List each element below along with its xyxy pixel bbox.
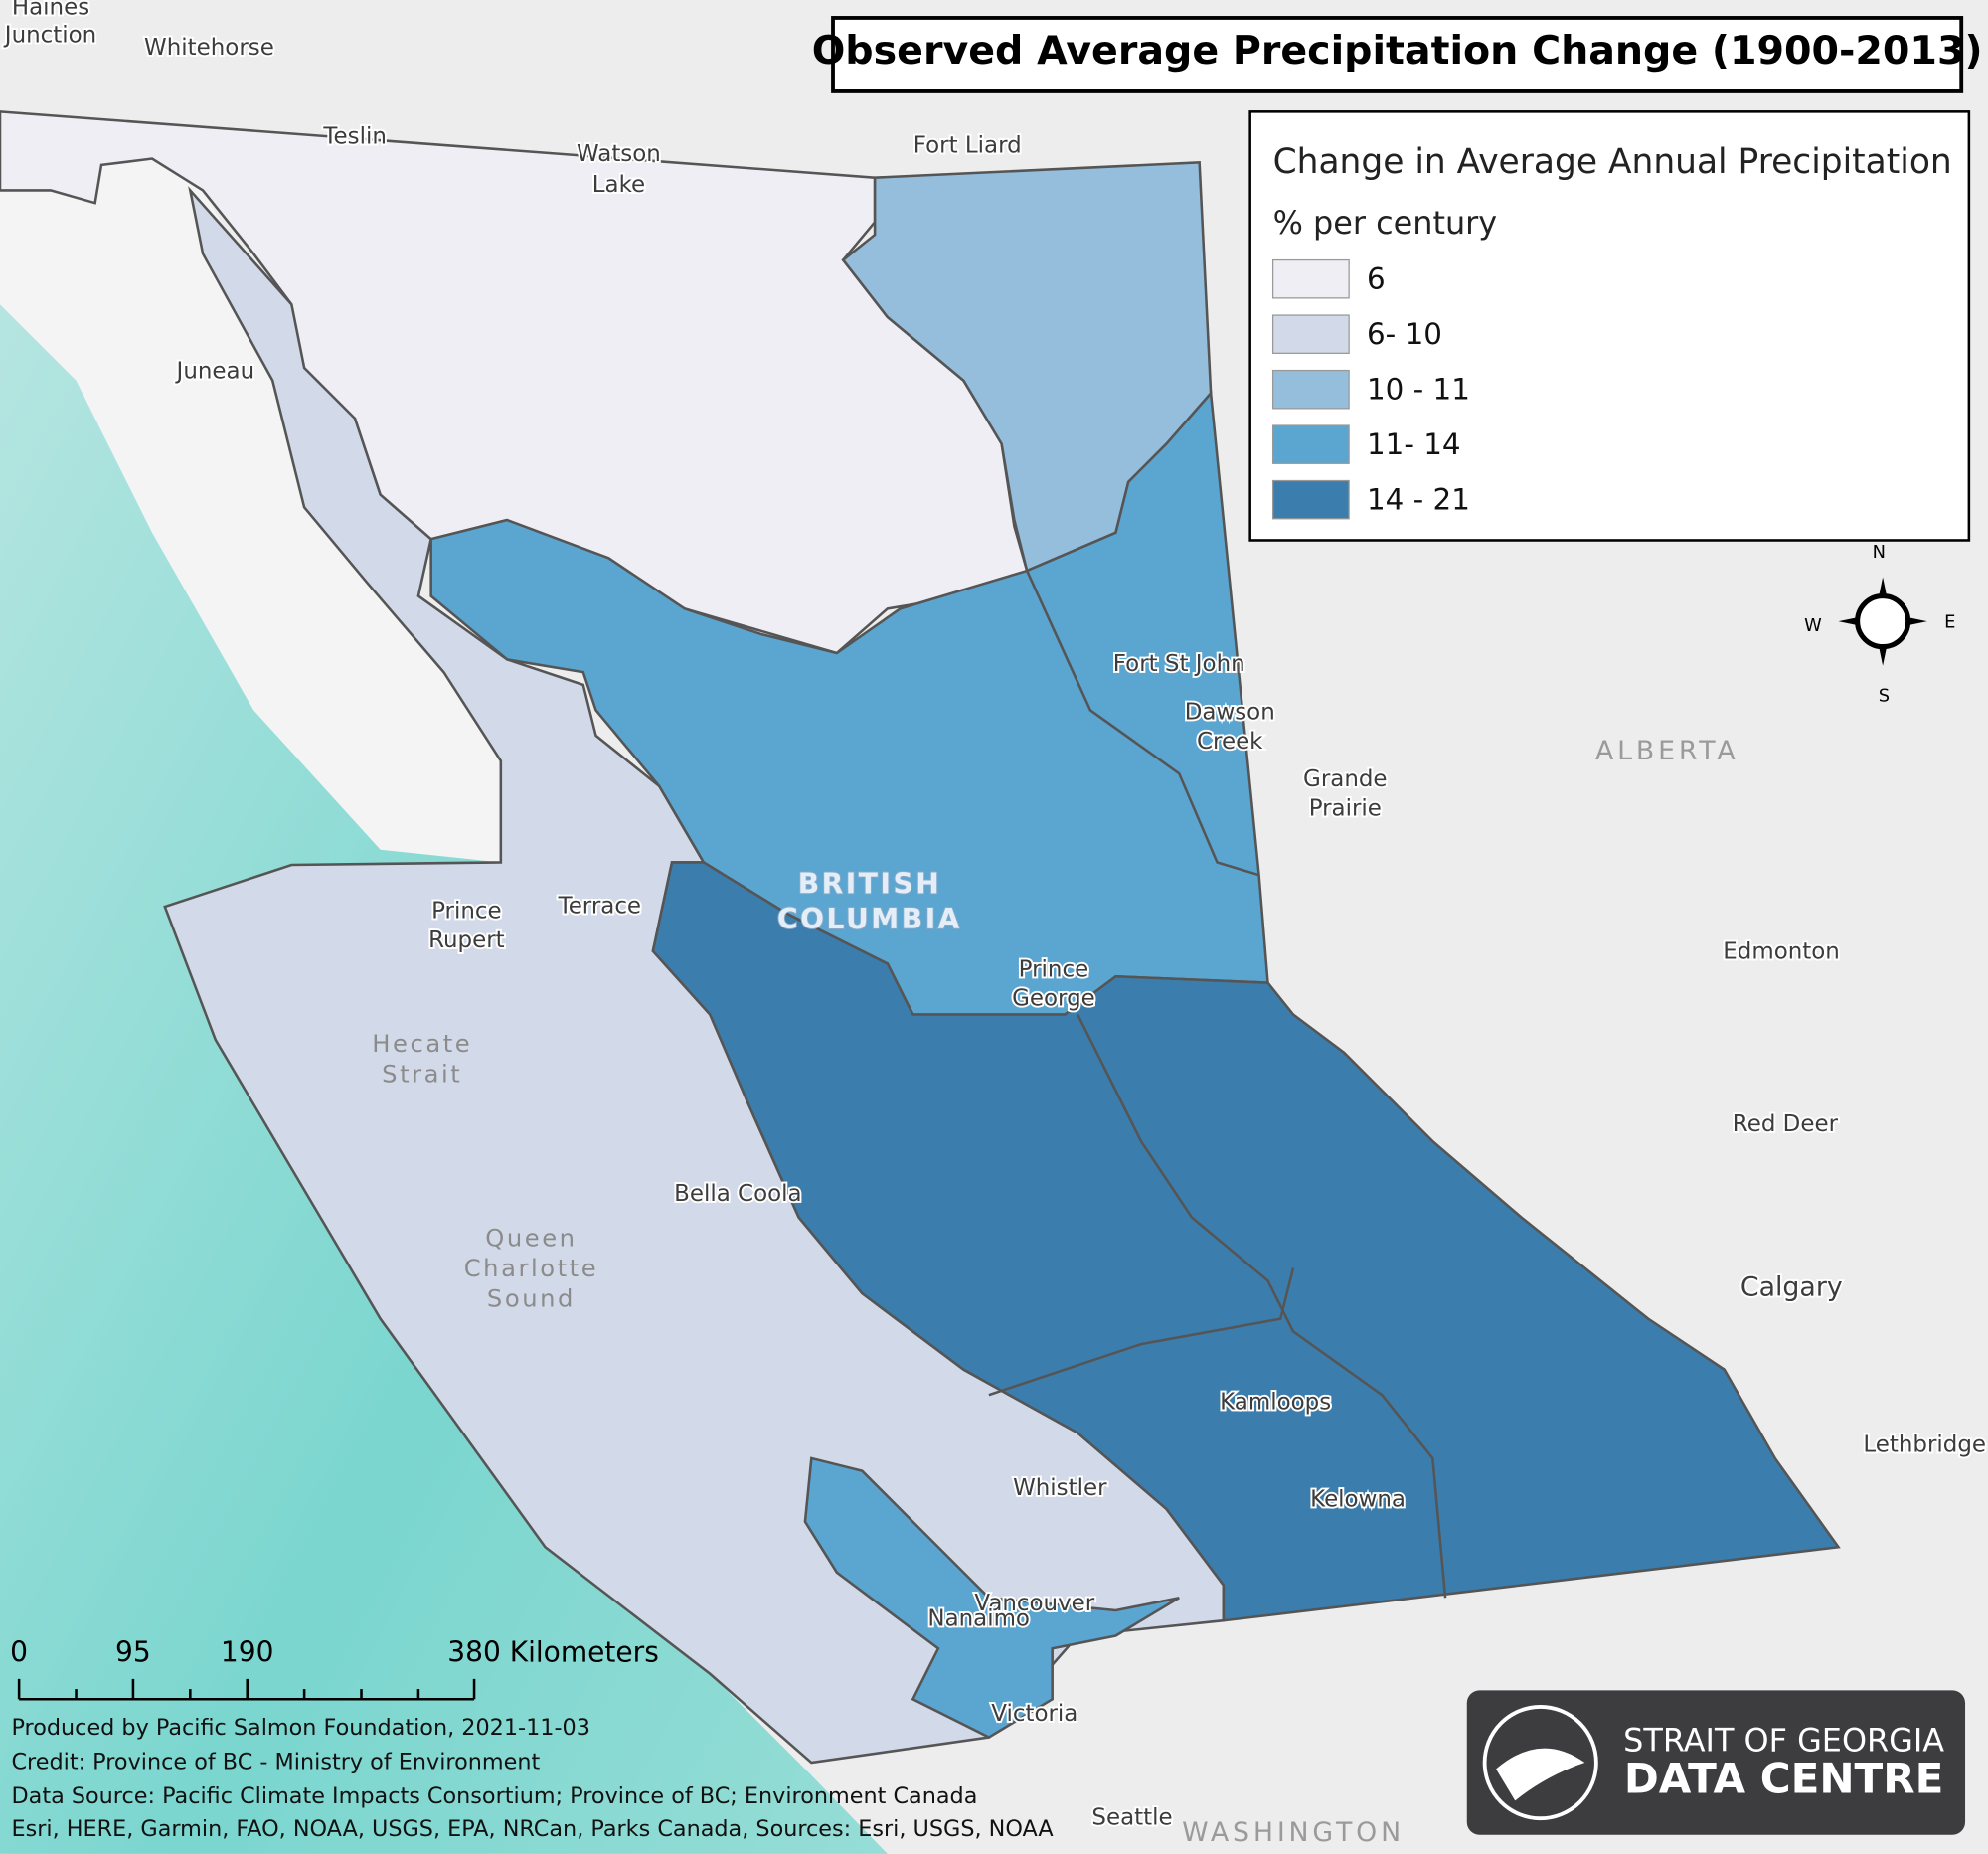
region bbox=[803, 1456, 1180, 1740]
place-label: Victoria bbox=[991, 1701, 1077, 1727]
place-label: Whitehorse bbox=[144, 35, 274, 61]
place-label: Junction bbox=[3, 22, 96, 48]
place-label: Dawson bbox=[1185, 699, 1275, 725]
legend-subtitle: % per century bbox=[1273, 204, 1498, 242]
compass-n: N bbox=[1873, 542, 1886, 563]
place-label: Calgary bbox=[1740, 1272, 1843, 1303]
place-label: Grande bbox=[1303, 766, 1387, 792]
scale-label: 190 bbox=[221, 1635, 274, 1668]
logo-icon bbox=[1482, 1705, 1598, 1821]
place-label: Whistler bbox=[1013, 1475, 1107, 1501]
credit-line: Produced by Pacific Salmon Foundation, 2… bbox=[11, 1715, 589, 1741]
legend-swatch bbox=[1271, 314, 1350, 354]
place-label: Queen bbox=[485, 1224, 577, 1252]
region bbox=[651, 861, 1841, 1622]
place-label: COLUMBIA bbox=[777, 903, 962, 935]
credits: Produced by Pacific Salmon Foundation, 2… bbox=[11, 1715, 1054, 1842]
place-label: Fort Liard bbox=[913, 132, 1022, 158]
place-label: ALBERTA bbox=[1595, 736, 1740, 766]
place-label: Teslin bbox=[322, 123, 386, 149]
basin-boundary bbox=[1077, 1013, 1447, 1599]
scale-label: 380 Kilometers bbox=[447, 1635, 659, 1668]
place-label: Juneau bbox=[175, 358, 255, 384]
alaska-coast bbox=[0, 158, 501, 863]
title: Observed Average Precipitation Change (1… bbox=[812, 28, 1983, 74]
place-label: Bella Coola bbox=[674, 1181, 801, 1207]
place-label: WASHINGTON bbox=[1182, 1817, 1405, 1848]
legend-label: 10 - 11 bbox=[1367, 372, 1470, 406]
legend-swatch bbox=[1271, 479, 1350, 520]
place-label: Rupert bbox=[428, 927, 505, 953]
title-box bbox=[831, 16, 1964, 93]
compass-e: E bbox=[1944, 611, 1955, 632]
legend: 6 6- 10 10 - 11 11- 14 14 - 21 bbox=[1271, 258, 1470, 520]
place-label: Lethbridge bbox=[1863, 1433, 1986, 1458]
place-label: BRITISH bbox=[798, 867, 942, 900]
scale-label: 95 bbox=[115, 1635, 151, 1668]
place-label: Terrace bbox=[558, 894, 641, 920]
place-label: George bbox=[1012, 986, 1095, 1012]
compass-w: W bbox=[1804, 615, 1822, 636]
compass: N S E W bbox=[1804, 542, 1955, 706]
legend-label: 6- 10 bbox=[1367, 317, 1442, 351]
place-label: Hecate bbox=[372, 1030, 472, 1058]
place-label: Vancouver bbox=[974, 1591, 1094, 1616]
legend-label: 14 - 21 bbox=[1367, 482, 1470, 516]
place-label: Strait bbox=[382, 1061, 462, 1089]
credit-line: Data Source: Pacific Climate Impacts Con… bbox=[11, 1783, 977, 1809]
place-label: Prairie bbox=[1309, 795, 1382, 821]
logo-box bbox=[1466, 1690, 1966, 1835]
logo-fish bbox=[1496, 1748, 1585, 1801]
place-label: Kamloops bbox=[1220, 1389, 1331, 1415]
place-label: Prince bbox=[431, 899, 502, 925]
place-label: Lake bbox=[592, 172, 645, 198]
place-label: Charlotte bbox=[464, 1255, 598, 1282]
place-label: Nanaimo bbox=[927, 1605, 1030, 1631]
legend-swatch bbox=[1271, 369, 1350, 410]
place-label: Seattle bbox=[1091, 1805, 1172, 1831]
logo-line2: DATA CENTRE bbox=[1624, 1755, 1944, 1803]
scale-bar: 0 95 190 380 Kilometers bbox=[10, 1635, 659, 1701]
place-label: Fort St John bbox=[1113, 651, 1245, 677]
credit-line: Esri, HERE, Garmin, FAO, NOAA, USGS, EPA… bbox=[11, 1816, 1054, 1842]
legend-title: Change in Average Annual Precipitation bbox=[1273, 142, 1952, 182]
legend-swatch bbox=[1271, 424, 1350, 464]
place-label: Prince bbox=[1019, 956, 1088, 982]
place-label: Edmonton bbox=[1723, 939, 1840, 965]
place-label: Creek bbox=[1197, 729, 1263, 755]
scale-label: 0 bbox=[10, 1635, 28, 1668]
place-label: Kelowna bbox=[1310, 1487, 1406, 1513]
place-label: Sound bbox=[487, 1285, 576, 1313]
legend-box bbox=[1248, 110, 1971, 542]
place-label: Watson bbox=[577, 141, 661, 167]
legend-label: 6 bbox=[1367, 261, 1386, 295]
place-label: Haines bbox=[12, 0, 89, 20]
compass-s: S bbox=[1879, 685, 1890, 706]
credit-line: Credit: Province of BC - Ministry of Env… bbox=[11, 1750, 540, 1775]
logo-line1: STRAIT OF GEORGIA bbox=[1623, 1722, 1944, 1760]
legend-swatch bbox=[1271, 258, 1350, 299]
legend-label: 11- 14 bbox=[1367, 427, 1461, 461]
basin-boundary bbox=[1026, 570, 1259, 877]
basin-boundary bbox=[988, 1267, 1295, 1397]
place-label: Red Deer bbox=[1733, 1111, 1839, 1137]
